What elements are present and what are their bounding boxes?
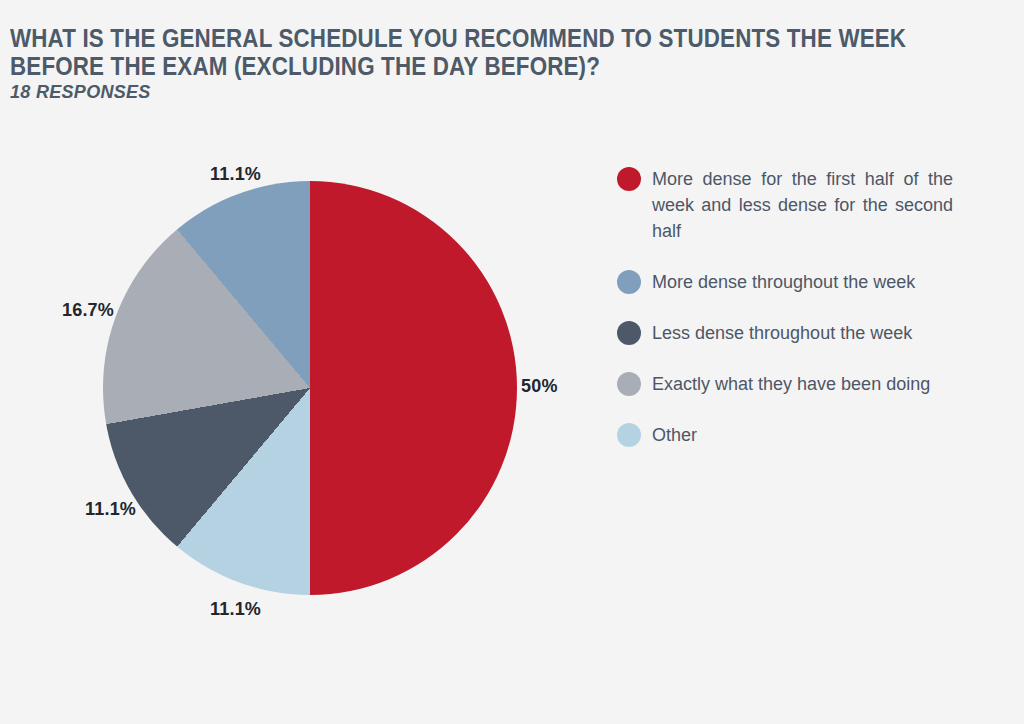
pie-slice-label-less-dense-throughout: 11.1% <box>85 499 136 520</box>
legend-swatch-steel-blue-icon <box>617 270 641 294</box>
pie-slice-label-exactly-what-doing: 16.7% <box>62 300 114 321</box>
legend-item-more-dense-throughout: More dense throughout the week <box>617 269 962 295</box>
legend-swatch-red-icon <box>617 167 641 191</box>
legend-item-more-dense-first-half: More dense for the first half of the wee… <box>617 166 962 244</box>
legend-item-exactly-what-doing: Exactly what they have been doing <box>617 371 962 397</box>
legend-label: More dense for the first half of the wee… <box>652 166 953 244</box>
legend-swatch-dark-slate-icon <box>617 321 641 345</box>
legend-label: Exactly what they have been doing <box>652 371 953 397</box>
pie-slice-label-more-dense-first-half: 50% <box>521 376 558 397</box>
pie-slice-label-more-dense-throughout: 11.1% <box>210 164 261 185</box>
legend-label: Other <box>652 422 953 448</box>
legend-label: More dense throughout the week <box>652 269 953 295</box>
legend: More dense for the first half of the wee… <box>617 166 962 448</box>
legend-swatch-light-blue-icon <box>617 423 641 447</box>
legend-swatch-gray-icon <box>617 372 641 396</box>
response-count: 18 RESPONSES <box>10 82 151 103</box>
legend-item-less-dense-throughout: Less dense throughout the week <box>617 320 962 346</box>
chart-title-line1: WHAT IS THE GENERAL SCHEDULE YOU RECOMME… <box>10 24 906 52</box>
survey-chart-panel: WHAT IS THE GENERAL SCHEDULE YOU RECOMME… <box>0 0 1024 724</box>
chart-title: WHAT IS THE GENERAL SCHEDULE YOU RECOMME… <box>10 24 906 80</box>
legend-label: Less dense throughout the week <box>652 320 953 346</box>
legend-item-other: Other <box>617 422 962 448</box>
pie-chart <box>103 181 517 595</box>
chart-title-line2: BEFORE THE EXAM (EXCLUDING THE DAY BEFOR… <box>10 52 906 80</box>
pie-slice-label-other: 11.1% <box>210 599 261 620</box>
